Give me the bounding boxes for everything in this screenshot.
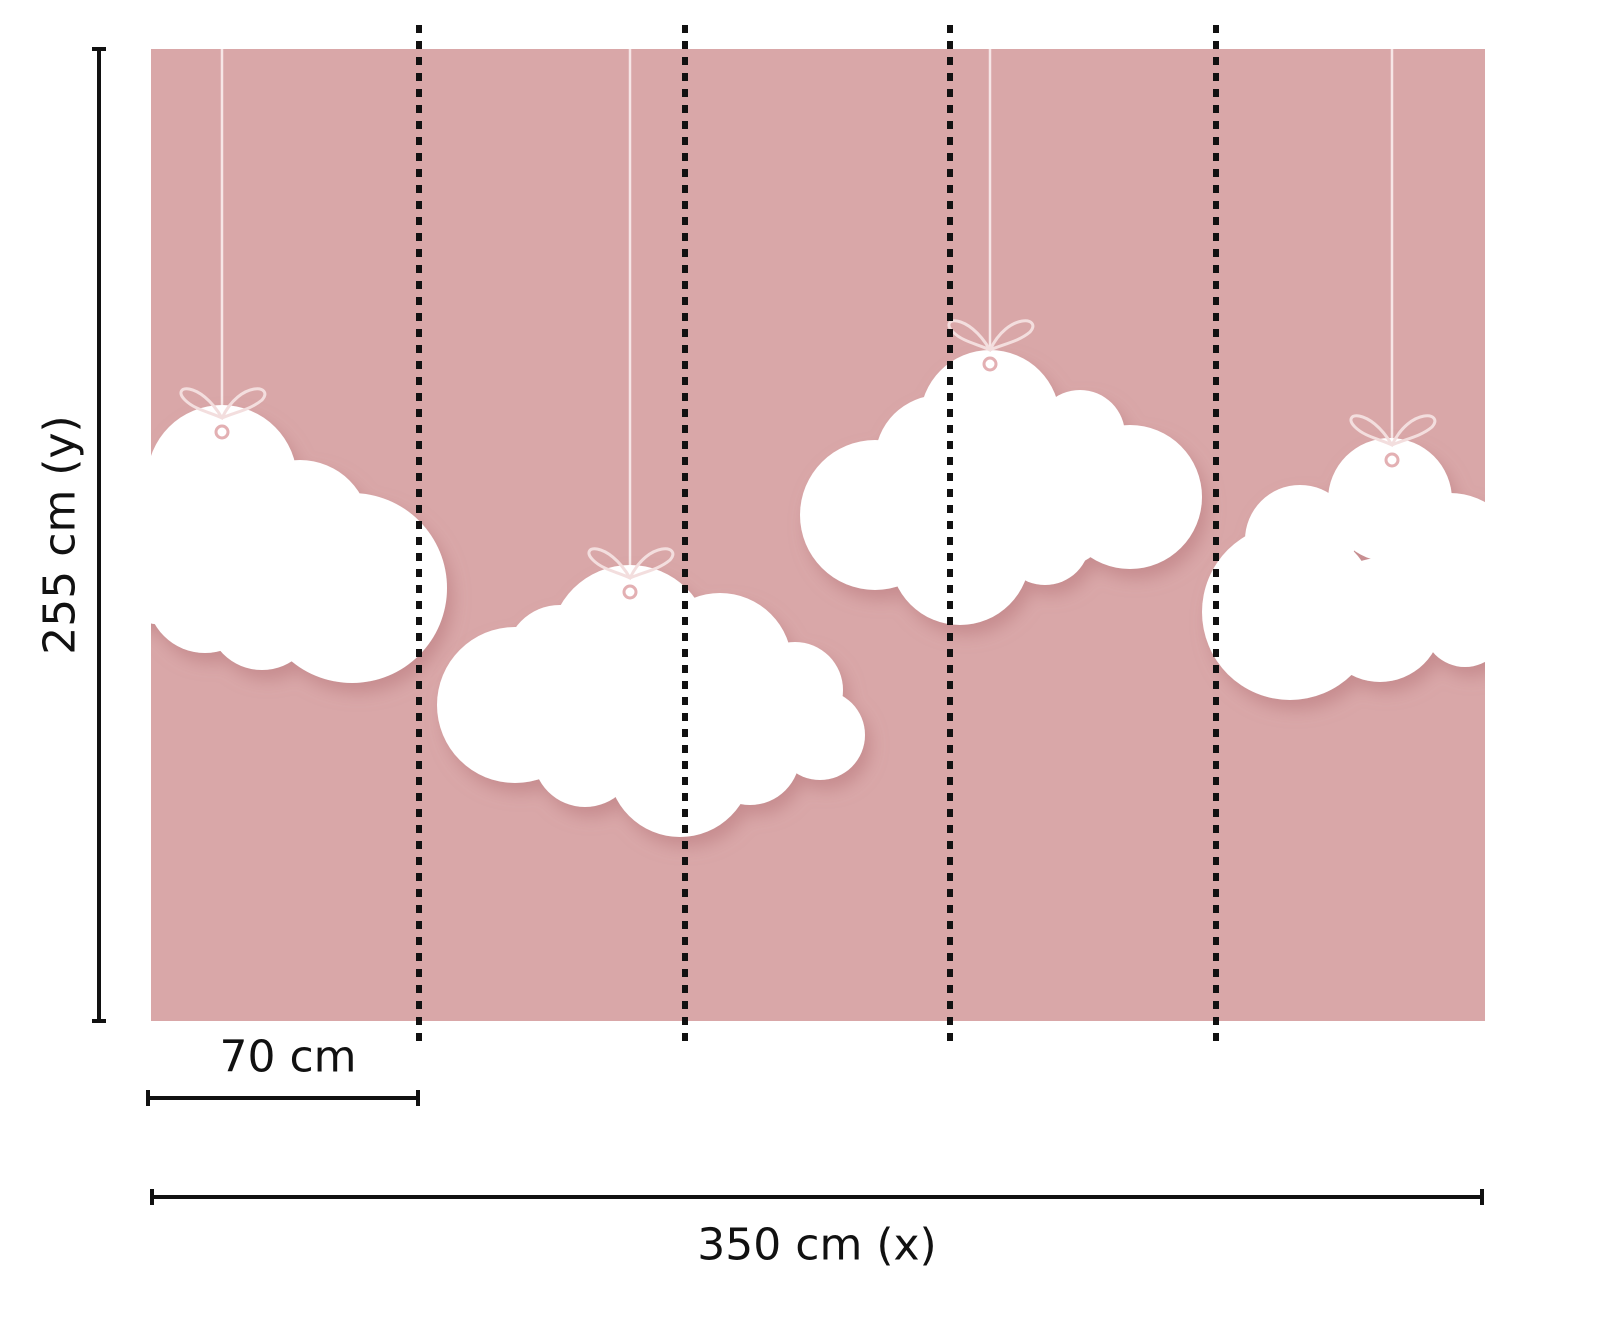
cloud-1 <box>151 405 447 683</box>
height-label: 255 cm (y) <box>34 415 86 655</box>
total-width-label: 350 cm (x) <box>697 1219 937 1271</box>
panel-width-label: 70 cm <box>219 1031 357 1083</box>
cloud-2 <box>437 565 865 837</box>
eyelet-icons <box>214 356 1400 600</box>
dimension-lines <box>92 47 1484 1205</box>
cloud-3 <box>800 350 1202 625</box>
strings <box>220 49 1394 585</box>
bow-icons <box>179 319 1437 581</box>
panel-divider-lines <box>416 25 1219 1045</box>
cloud-4 <box>1202 438 1485 700</box>
